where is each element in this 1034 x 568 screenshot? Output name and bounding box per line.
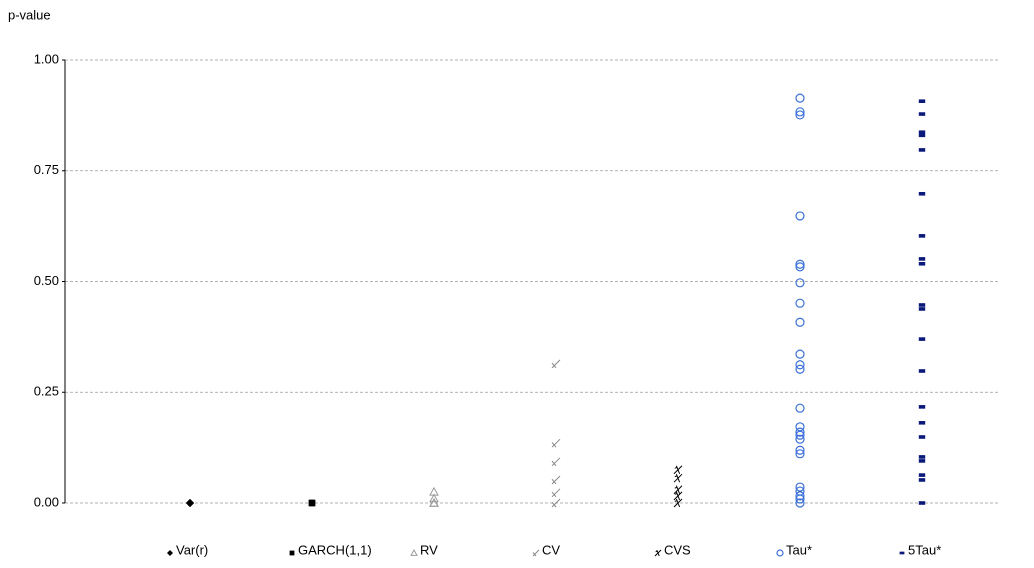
- data-point: [918, 99, 926, 103]
- legend-item: 5Tau*: [899, 542, 941, 557]
- legend-item: CVS: [654, 542, 691, 557]
- legend-label: Var(r): [176, 542, 208, 557]
- data-point: [673, 498, 683, 508]
- legend-marker: [776, 549, 784, 557]
- data-point: [918, 501, 926, 505]
- data-point: [795, 445, 805, 455]
- data-point: [918, 191, 926, 196]
- data-point: [918, 261, 926, 266]
- data-point: [918, 459, 926, 463]
- data-point: [795, 494, 805, 504]
- data-point: [795, 278, 805, 288]
- data-point: [795, 449, 805, 459]
- data-point: [551, 359, 561, 369]
- y-tick-label: 0.00: [34, 494, 59, 509]
- data-point: [918, 130, 926, 135]
- y-tick-label: 0.25: [34, 384, 59, 399]
- data-point: [673, 473, 683, 483]
- data-point: [551, 488, 561, 498]
- legend-marker: [289, 550, 295, 556]
- data-point: [795, 430, 805, 440]
- data-point: [795, 427, 805, 437]
- legend-label: Tau*: [786, 542, 812, 557]
- y-tick-label: 0.75: [34, 162, 59, 177]
- legend-label: RV: [420, 542, 438, 557]
- data-point: [795, 360, 805, 370]
- data-point: [795, 403, 805, 413]
- data-point: [551, 498, 561, 508]
- data-point: [918, 421, 926, 425]
- data-point: [918, 369, 926, 373]
- legend-item: RV: [410, 542, 438, 557]
- legend-marker: [654, 549, 662, 557]
- data-point: [795, 211, 805, 221]
- legend-label: GARCH(1,1): [298, 542, 372, 557]
- data-point: [673, 491, 683, 501]
- legend-item: Tau*: [776, 542, 812, 557]
- data-point: [795, 349, 805, 359]
- data-point: [795, 364, 805, 374]
- legend-label: 5Tau*: [908, 542, 941, 557]
- data-point: [918, 133, 926, 138]
- data-point: [918, 303, 926, 307]
- data-point: [918, 337, 926, 341]
- data-point: [795, 491, 805, 501]
- y-tick-label: 1.00: [34, 51, 59, 66]
- data-point: [795, 482, 805, 492]
- data-point: [918, 455, 926, 459]
- data-point: [795, 107, 805, 117]
- data-point: [673, 485, 683, 495]
- legend-marker: [899, 551, 905, 555]
- data-point: [795, 259, 805, 269]
- data-point: [551, 457, 561, 467]
- data-point: [429, 493, 439, 503]
- data-point: [918, 307, 926, 311]
- legend-item: GARCH(1,1): [289, 542, 372, 557]
- legend-label: CV: [542, 542, 560, 557]
- legend-label: CVS: [664, 542, 691, 557]
- data-point: [795, 317, 805, 327]
- legend-item: Var(r): [167, 542, 208, 557]
- data-point: [795, 262, 805, 272]
- data-point: [795, 498, 805, 508]
- data-point: [795, 110, 805, 120]
- data-point: [918, 257, 926, 261]
- legend-marker: [167, 550, 173, 556]
- data-point: [795, 434, 805, 444]
- y-axis-label: p-value: [8, 7, 51, 22]
- data-point: [918, 435, 926, 439]
- data-point: [918, 148, 926, 152]
- y-tick-label: 0.50: [34, 273, 59, 288]
- legend-marker: [410, 548, 418, 556]
- legend-marker: [532, 549, 540, 557]
- data-point: [673, 465, 683, 475]
- data-point: [918, 112, 926, 116]
- data-point: [429, 497, 439, 507]
- legend-item: CV: [532, 542, 560, 557]
- data-point: [551, 475, 561, 485]
- data-point: [918, 234, 926, 238]
- data-point: [795, 93, 805, 103]
- data-point: [186, 499, 194, 507]
- data-point: [918, 405, 926, 409]
- data-point: [308, 499, 316, 507]
- data-point: [551, 438, 561, 448]
- data-point: [918, 478, 926, 482]
- data-point: [918, 473, 926, 477]
- data-point: [795, 298, 805, 308]
